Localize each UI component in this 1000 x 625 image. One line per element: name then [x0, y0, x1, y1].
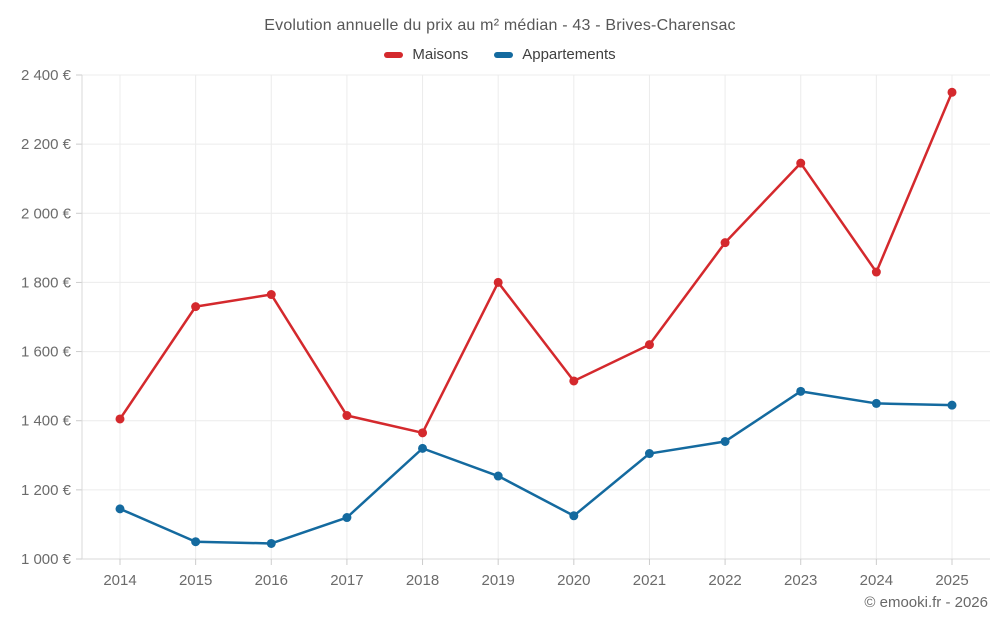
data-point-appartements-2025[interactable]: [947, 400, 957, 410]
data-point-appartements-2024[interactable]: [871, 398, 881, 408]
data-point-appartements-2019[interactable]: [493, 471, 503, 481]
x-axis-label: 2019: [481, 572, 514, 589]
legend-swatch-maisons-icon: [384, 51, 404, 58]
data-point-maisons-2014[interactable]: [115, 414, 125, 424]
data-point-appartements-2021[interactable]: [644, 449, 654, 459]
x-axis-label: 2014: [103, 572, 136, 589]
y-axis-label: 2 200 €: [21, 136, 72, 153]
series-line-appartements: [118, 390, 954, 545]
y-axis-label: 1 000 €: [21, 551, 72, 568]
series-line-maisons: [118, 91, 954, 435]
x-axis-label: 2024: [860, 572, 893, 589]
y-axis-label: 1 200 €: [21, 482, 72, 499]
x-axis-label: 2015: [179, 572, 212, 589]
legend-label-maisons: Maisons: [412, 46, 469, 63]
data-point-maisons-2017[interactable]: [342, 411, 352, 421]
x-axis-label: 2023: [784, 572, 817, 589]
x-axis-label: 2022: [708, 572, 741, 589]
data-point-appartements-2017[interactable]: [342, 513, 352, 523]
data-point-maisons-2025[interactable]: [947, 87, 957, 97]
data-point-appartements-2018[interactable]: [418, 443, 428, 453]
data-point-appartements-2023[interactable]: [796, 386, 806, 396]
y-axis-label: 2 000 €: [21, 205, 72, 222]
data-point-maisons-2020[interactable]: [569, 376, 579, 386]
legend-swatch-appartements-icon: [494, 51, 514, 58]
data-point-maisons-2018[interactable]: [418, 428, 428, 438]
y-axis-label: 2 400 €: [21, 67, 72, 84]
x-axis-label: 2020: [557, 572, 590, 589]
y-axis-label: 1 400 €: [21, 413, 72, 430]
data-point-maisons-2024[interactable]: [871, 267, 881, 277]
y-axis-label: 1 600 €: [21, 344, 72, 361]
data-point-appartements-2014[interactable]: [115, 504, 125, 514]
legend-item-appartements[interactable]: Appartements: [494, 46, 616, 63]
x-axis-label: 2016: [255, 572, 288, 589]
legend-label-appartements: Appartements: [522, 46, 616, 63]
data-point-appartements-2015[interactable]: [191, 537, 201, 547]
data-point-appartements-2020[interactable]: [569, 511, 579, 521]
attribution-text: © emooki.fr - 2026: [864, 594, 988, 611]
legend-item-maisons[interactable]: Maisons: [384, 46, 468, 63]
data-point-maisons-2015[interactable]: [191, 302, 201, 312]
y-axis-label: 1 800 €: [21, 274, 72, 291]
x-axis-label: 2025: [935, 572, 968, 589]
data-point-maisons-2016[interactable]: [266, 290, 276, 300]
data-point-maisons-2019[interactable]: [493, 277, 503, 287]
legend: Maisons Appartements: [0, 46, 1000, 63]
data-point-appartements-2022[interactable]: [720, 436, 730, 446]
data-point-appartements-2016[interactable]: [266, 538, 276, 548]
chart-title: Evolution annuelle du prix au m² médian …: [264, 17, 736, 34]
x-axis-label: 2017: [330, 572, 363, 589]
x-axis-label: 2021: [633, 572, 666, 589]
data-point-maisons-2023[interactable]: [796, 158, 806, 168]
data-point-maisons-2022[interactable]: [720, 238, 730, 248]
x-axis-label: 2018: [406, 572, 439, 589]
data-point-maisons-2021[interactable]: [644, 340, 654, 350]
